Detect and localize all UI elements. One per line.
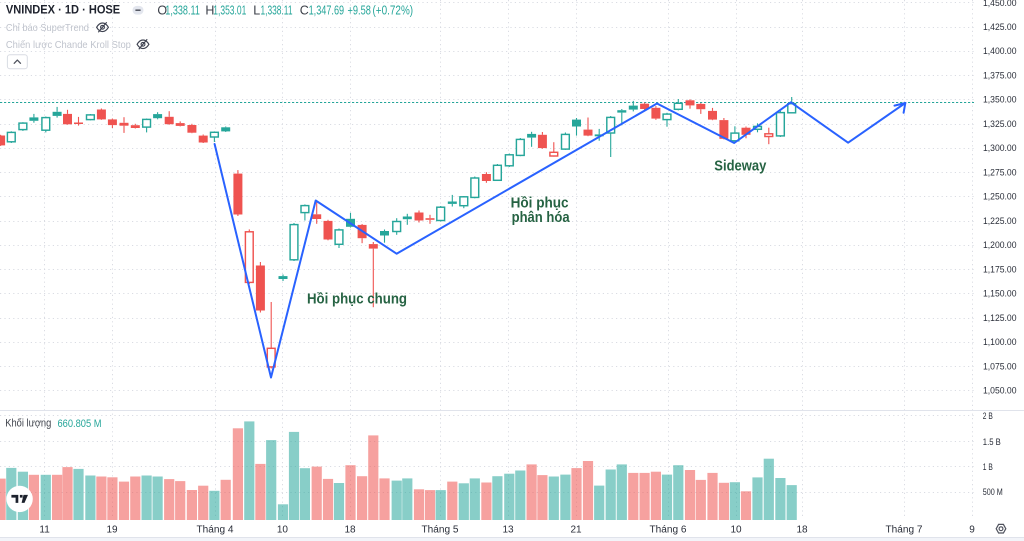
svg-text:1,300.00: 1,300.00	[983, 143, 1017, 154]
svg-text:1,450.00: 1,450.00	[983, 0, 1017, 9]
svg-text:H: H	[205, 4, 214, 18]
svg-text:C: C	[300, 4, 309, 18]
svg-text:10: 10	[277, 525, 289, 536]
svg-text:9: 9	[969, 525, 975, 536]
svg-text:2 B: 2 B	[983, 411, 993, 422]
svg-text:Tháng 6: Tháng 6	[650, 525, 687, 536]
svg-text:11: 11	[39, 525, 50, 536]
svg-text:1,125.00: 1,125.00	[983, 313, 1017, 324]
svg-text:phân hóa: phân hóa	[512, 210, 571, 226]
svg-text:10: 10	[730, 525, 742, 536]
svg-text:19: 19	[106, 525, 118, 536]
svg-text:13: 13	[502, 525, 514, 536]
svg-text:1,425.00: 1,425.00	[983, 22, 1017, 33]
svg-text:Chiến lược Chande Kroll Stop: Chiến lược Chande Kroll Stop	[6, 39, 131, 51]
svg-text:18: 18	[796, 525, 808, 536]
svg-text:1,325.00: 1,325.00	[983, 119, 1017, 130]
svg-text:Hồi phục: Hồi phục	[511, 195, 569, 211]
svg-text:500 M: 500 M	[983, 487, 1003, 498]
svg-text:21: 21	[570, 525, 582, 536]
svg-text:1,100.00: 1,100.00	[983, 337, 1017, 348]
svg-text:18: 18	[344, 525, 356, 536]
svg-text:Tháng 5: Tháng 5	[422, 525, 459, 536]
svg-text:1,350.00: 1,350.00	[983, 95, 1017, 106]
svg-text:Khối lượng: Khối lượng	[5, 418, 51, 430]
svg-text:Tháng 7: Tháng 7	[886, 525, 923, 536]
svg-text:VNINDEX · 1D · HOSE: VNINDEX · 1D · HOSE	[6, 4, 121, 16]
svg-text:O: O	[157, 4, 167, 18]
svg-text:+9.58: +9.58	[348, 4, 371, 18]
svg-text:Hồi phục chung: Hồi phục chung	[307, 292, 407, 308]
svg-text:L: L	[253, 4, 260, 18]
svg-text:1,175.00: 1,175.00	[983, 264, 1017, 275]
svg-text:Chỉ báo SuperTrend: Chỉ báo SuperTrend	[6, 22, 89, 34]
svg-text:1,075.00: 1,075.00	[983, 361, 1017, 372]
svg-text:1,375.00: 1,375.00	[983, 71, 1017, 82]
svg-text:Sideway: Sideway	[714, 159, 766, 175]
svg-text:1 B: 1 B	[983, 462, 993, 473]
svg-text:Tháng 4: Tháng 4	[197, 525, 234, 536]
svg-text:1,400.00: 1,400.00	[983, 46, 1017, 57]
svg-text:1,150.00: 1,150.00	[983, 289, 1017, 300]
svg-text:(+0.72%): (+0.72%)	[373, 4, 414, 18]
svg-text:1,225.00: 1,225.00	[983, 216, 1017, 227]
svg-text:1,338.11: 1,338.11	[165, 4, 200, 18]
svg-text:1.5 B: 1.5 B	[983, 437, 1001, 448]
svg-text:1,275.00: 1,275.00	[983, 168, 1017, 179]
svg-text:1,347.69: 1,347.69	[309, 4, 345, 18]
svg-text:1,200.00: 1,200.00	[983, 240, 1017, 251]
svg-text:660.805 M: 660.805 M	[58, 418, 102, 430]
svg-text:1,250.00: 1,250.00	[983, 192, 1017, 203]
svg-text:1,338.11: 1,338.11	[261, 4, 293, 18]
svg-text:1,050.00: 1,050.00	[983, 386, 1017, 397]
svg-text:1,353.01: 1,353.01	[213, 4, 246, 18]
